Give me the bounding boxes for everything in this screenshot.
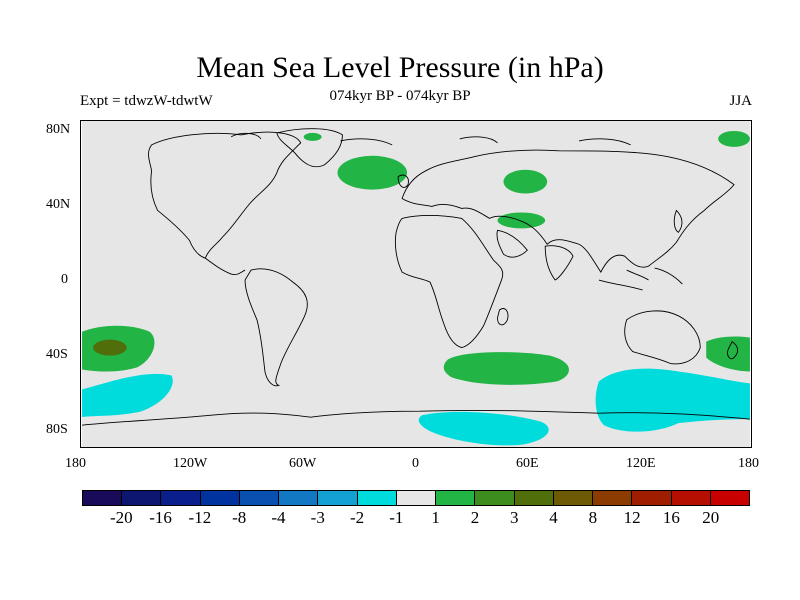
lat-label-80n: 80N	[46, 122, 71, 137]
colorbar-tick-label: -12	[188, 508, 212, 527]
colorbar-swatch	[122, 491, 162, 505]
coast-new-zealand	[727, 340, 739, 360]
lon-label-120w: 120W	[173, 456, 208, 471]
lon-label-60e: 60E	[516, 456, 539, 471]
colorbar-tick-label: 8	[588, 508, 598, 527]
anomaly-region-south-pacific-neg	[82, 373, 173, 418]
colorbar-swatch	[357, 491, 397, 505]
experiment-label: Expt = tdwzW-tdwtW	[80, 93, 213, 109]
colorbar-swatch	[200, 491, 240, 505]
lon-label-180w: 180	[65, 456, 86, 471]
lon-label-180e: 180	[738, 456, 759, 471]
colorbar-tick-label: 1	[431, 508, 440, 527]
anomaly-region-south-pacific-core	[92, 339, 127, 356]
colorbar-tick-label: 12	[623, 508, 641, 527]
anomaly-region-southern-indian	[443, 352, 569, 385]
lon-label-60w: 60W	[289, 456, 317, 471]
anomaly-region-tasman	[706, 336, 750, 372]
lon-label-0: 0	[412, 456, 419, 471]
lat-label-80s: 80S	[46, 422, 68, 437]
colorbar-swatch	[318, 491, 358, 505]
anomaly-region-north-atlantic	[337, 155, 408, 190]
lon-label-120e: 120E	[626, 456, 656, 471]
coast-arabia	[496, 229, 528, 258]
coast-central-america	[205, 257, 246, 276]
coast-africa	[394, 214, 504, 349]
colorbar-tick-label: -2	[349, 508, 365, 527]
coast-south-america	[244, 268, 308, 387]
world-map	[82, 121, 750, 447]
anomaly-region-central-asia	[503, 169, 548, 194]
colorbar-tick-label: 3	[509, 508, 519, 527]
coast-uk	[397, 174, 409, 188]
coast-antarctica	[82, 409, 750, 426]
anomaly-region-caspian	[497, 212, 546, 229]
colorbar-swatch	[279, 491, 319, 505]
coast-australia	[624, 310, 701, 365]
colorbar-tick-label: -1	[389, 508, 404, 527]
coast-india	[544, 245, 574, 281]
colorbar	[82, 490, 750, 506]
lat-label-0: 0	[61, 272, 68, 287]
coast-japan	[673, 209, 683, 233]
coast-indonesia	[598, 267, 683, 291]
colorbar-swatch	[475, 491, 515, 505]
anomaly-region-arctic-east	[718, 130, 750, 147]
colorbar-tick-label: -16	[149, 508, 172, 527]
lat-label-40n: 40N	[46, 197, 71, 212]
colorbar-tick-label: 4	[549, 508, 558, 527]
coast-arctic-islands	[230, 132, 631, 146]
colorbar-swatch	[436, 491, 476, 505]
coastlines	[82, 128, 750, 426]
anomaly-region-southern-ocean-indian	[418, 411, 549, 446]
coast-madagascar	[497, 308, 509, 326]
lat-label-40s: 40S	[46, 347, 68, 362]
colorbar-swatch	[632, 491, 672, 505]
colorbar-swatch	[514, 491, 554, 505]
colorbar-tick-label: -4	[271, 508, 286, 527]
colorbar-swatch	[239, 491, 280, 505]
colorbar-tick-label: 16	[662, 508, 680, 527]
anomaly-region-arctic-greenland	[303, 132, 322, 141]
map-panel	[80, 120, 752, 448]
coast-greenland	[276, 128, 343, 168]
colorbar-tick-label: 20	[702, 508, 720, 527]
colorbar-tick-label: -3	[310, 508, 325, 527]
map-title: Mean Sea Level Pressure (in hPa)	[196, 51, 604, 84]
colorbar-swatch	[161, 491, 201, 505]
colorbar-swatch	[593, 491, 633, 505]
colorbar-swatch	[710, 491, 749, 505]
colorbar-tick-label: -8	[232, 508, 247, 527]
colorbar-tick-label: -20	[109, 508, 133, 527]
colorbar-swatch	[671, 491, 711, 505]
colorbar-tick-label: 2	[470, 508, 480, 527]
colorbar-swatch	[553, 491, 594, 505]
colorbar-swatch	[83, 491, 123, 505]
colorbar-swatch	[396, 491, 437, 505]
coast-europe-asia	[401, 149, 735, 273]
map-subtitle: 074kyr BP - 074kyr BP	[329, 88, 471, 104]
season-label: JJA	[729, 93, 752, 109]
